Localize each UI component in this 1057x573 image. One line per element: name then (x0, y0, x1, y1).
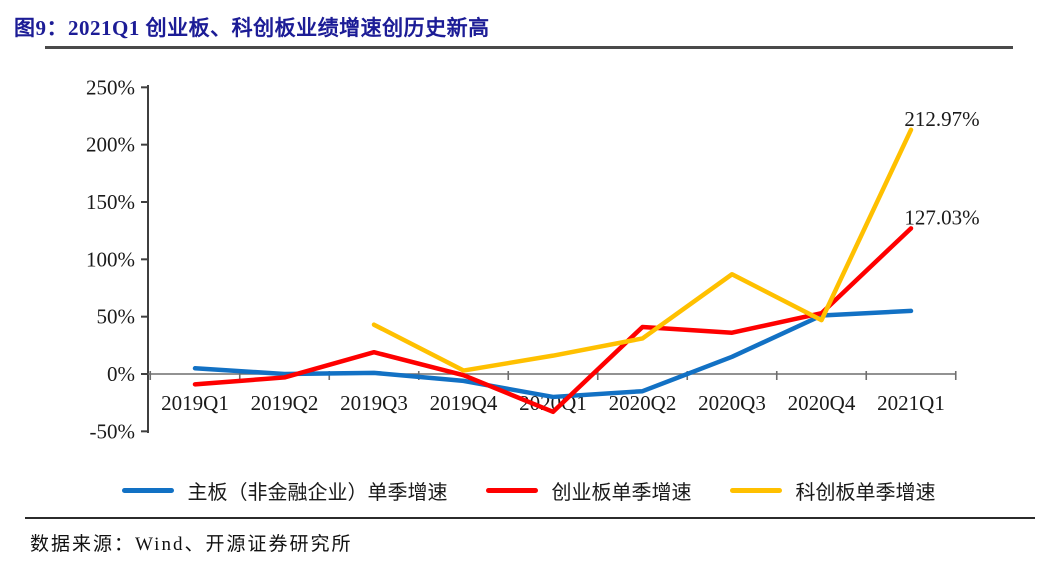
star-market-series-line (371, 127, 914, 373)
x-axis-label: 2019Q4 (430, 391, 498, 415)
x-axis-label: 2019Q3 (340, 391, 408, 415)
chart-legend: 主板（非金融企业）单季增速 创业板单季增速 科创板单季增速 (0, 476, 1057, 505)
x-axis-label: 2019Q2 (251, 391, 319, 415)
x-axis-label: 2019Q1 (161, 391, 229, 415)
y-axis-label: -50% (90, 419, 136, 443)
legend-label: 创业板单季增速 (551, 482, 692, 504)
y-axis-label: 100% (86, 247, 135, 271)
legend-item: 创业板单季增速 (485, 476, 692, 505)
figure-title: 图9：2021Q1 创业板、科创板业绩增速创历史新高 (14, 16, 490, 40)
chinext-legend-swatch (485, 488, 538, 493)
legend-label: 主板（非金融企业）单季增速 (187, 482, 448, 504)
data-source: 数据来源：Wind、开源证券研究所 (30, 534, 353, 555)
main-board-series-line (192, 308, 914, 400)
y-axis-label: 150% (86, 190, 135, 214)
x-axis-label: 2021Q1 (877, 391, 945, 415)
line-chart: 250% 200% 150% 100% 50% 0% -50% 2019Q1 2019Q2 201… (86, 75, 980, 443)
source-divider (25, 517, 1035, 519)
title-divider (45, 46, 1013, 49)
main-board-legend-swatch (121, 488, 174, 493)
star-market-legend-swatch (729, 488, 782, 493)
data-point-label: 127.03% (904, 205, 979, 229)
chinext-series-line (192, 226, 914, 415)
legend-label: 科创板单季增速 (795, 482, 936, 504)
data-point-label: 212.97% (904, 107, 979, 131)
y-axis-label: 250% (86, 75, 135, 99)
x-axis-label: 2020Q2 (609, 391, 677, 415)
x-axis-label: 2020Q4 (788, 391, 856, 415)
legend-item: 科创板单季增速 (729, 476, 936, 505)
x-axis-label: 2020Q3 (698, 391, 766, 415)
y-axis-label: 50% (97, 305, 136, 329)
y-axis-label: 200% (86, 133, 135, 157)
legend-item: 主板（非金融企业）单季增速 (121, 476, 448, 505)
y-axis-label: 0% (107, 362, 135, 386)
